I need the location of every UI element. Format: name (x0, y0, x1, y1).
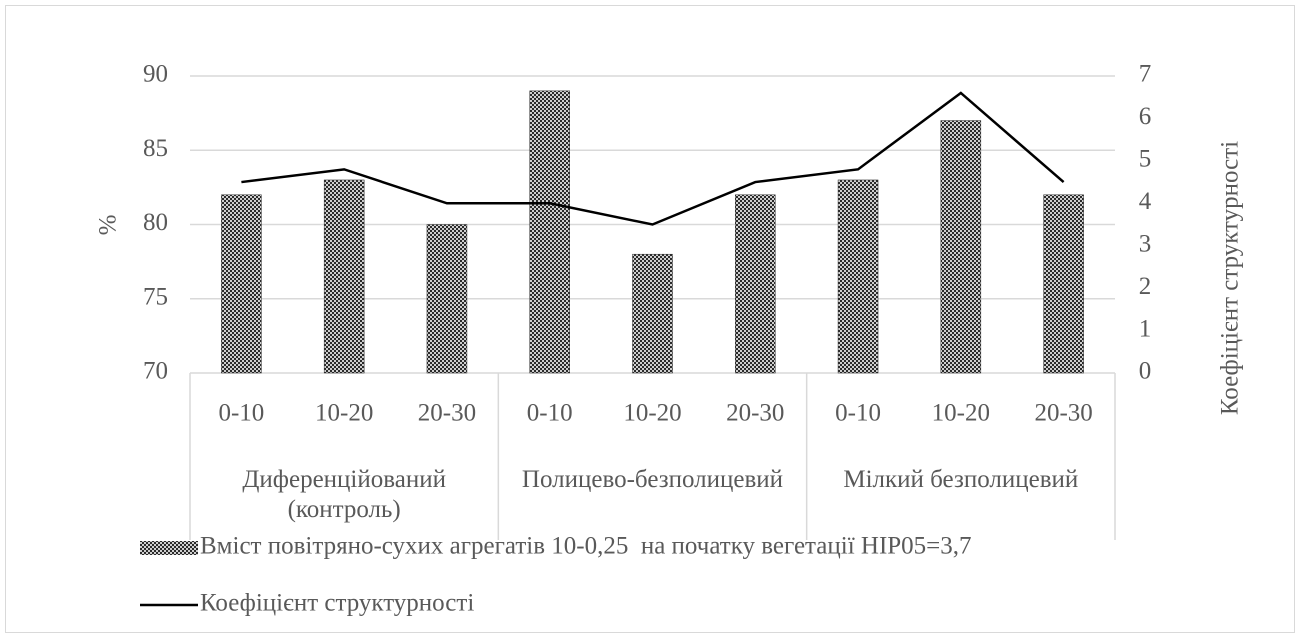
y2-tick-label: 5 (1139, 146, 1152, 173)
x-tick-label: 0-10 (527, 400, 573, 427)
group-label: Диференційований (контроль) (242, 466, 446, 523)
y2-tick-label: 7 (1139, 61, 1152, 88)
legend-swatch (140, 541, 198, 555)
x-tick-label: 10-20 (932, 400, 990, 427)
group-label: Полицево-безполицевий (521, 466, 784, 493)
y2-axis-label: Коефіцієнт структурності (1217, 141, 1244, 415)
bar (735, 194, 776, 374)
y2-tick-label: 6 (1139, 103, 1152, 130)
bar (323, 179, 365, 374)
y2-tick-label: 3 (1139, 230, 1152, 257)
bar (940, 120, 982, 374)
y2-tick-label: 1 (1139, 315, 1152, 342)
y-tick-label: 80 (143, 209, 168, 236)
bar (837, 179, 879, 374)
y-tick-label: 75 (143, 283, 168, 310)
bar (529, 90, 570, 374)
y-tick-label: 85 (143, 135, 168, 162)
bar (426, 224, 468, 374)
y2-tick-label: 0 (1139, 358, 1152, 385)
x-tick-label: 20-30 (1034, 400, 1092, 427)
y2-tick-label: 2 (1139, 273, 1152, 300)
bar (632, 253, 673, 374)
x-tick-label: 10-20 (315, 400, 373, 427)
legend-label: Коефіцієнт структурності (200, 590, 474, 617)
chart-frame (5, 5, 1295, 633)
y-axis-label: % (95, 215, 122, 236)
x-tick-label: 20-30 (418, 400, 476, 427)
bar (221, 194, 262, 374)
y-tick-label: 90 (143, 61, 168, 88)
y-tick-label: 70 (143, 358, 168, 385)
group-label: Мілкий безполицевий (843, 466, 1079, 493)
x-tick-label: 0-10 (835, 400, 881, 427)
x-tick-label: 0-10 (218, 400, 264, 427)
legend-label: Вміст повітряно-сухих агрегатів 10-0,25 … (200, 533, 972, 560)
y2-tick-label: 4 (1139, 188, 1152, 215)
x-tick-label: 10-20 (623, 400, 681, 427)
bar (1043, 194, 1084, 374)
x-tick-label: 20-30 (726, 400, 784, 427)
line (241, 91, 1065, 226)
